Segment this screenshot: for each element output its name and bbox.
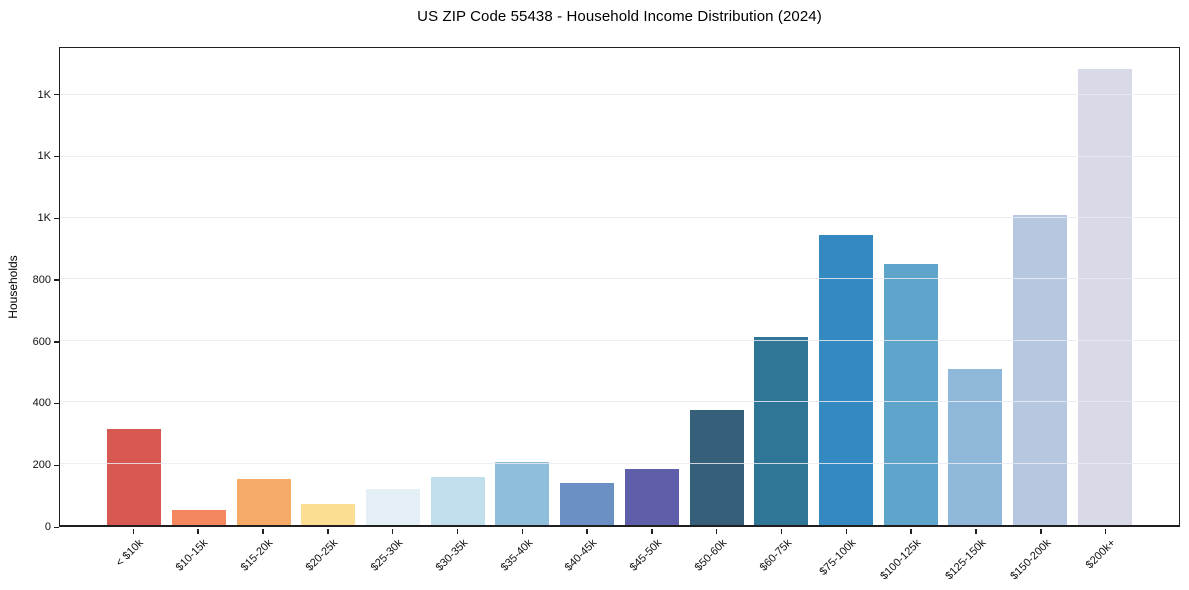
x-tick-label: $150-200k: [1008, 537, 1054, 583]
bar-9: [624, 468, 679, 525]
bar-12: [818, 234, 873, 525]
x-tick-mark: [586, 529, 588, 534]
x-tick-mark: [780, 529, 783, 534]
x-tick-label: $125-150k: [943, 537, 989, 583]
y-tick-label: 0: [44, 521, 51, 533]
x-tick-mark: [1104, 529, 1107, 534]
x-tick-label: $60-75k: [757, 537, 795, 574]
bar-slot: [1072, 48, 1137, 525]
x-tick-label: $15-20k: [238, 537, 276, 574]
y-tick-label: 1K: [37, 88, 51, 101]
bar-13: [883, 263, 938, 525]
bar-slot: [555, 48, 620, 525]
y-tick-mark: [54, 464, 59, 467]
y-tick-label: 200: [32, 459, 51, 472]
y-tick-mark: [54, 402, 59, 405]
bars-container: [60, 48, 1179, 525]
bar-slot: [814, 48, 879, 525]
bar-15: [1012, 214, 1067, 525]
y-tick-label: 1K: [37, 150, 51, 163]
y-tick-mark: [54, 94, 59, 96]
bar-2: [172, 510, 227, 525]
x-tick-label: < $10k: [113, 537, 146, 570]
bar-7: [495, 461, 550, 525]
x-tick-mark: [975, 529, 977, 534]
bar-16: [1077, 68, 1132, 525]
x-tick-label: $100-125k: [878, 537, 924, 583]
y-tick-label: 600: [32, 335, 51, 348]
x-tick-mark: [327, 529, 329, 534]
x-tick-label: $40-45k: [562, 537, 600, 574]
bar-slot: [943, 48, 1008, 525]
x-tick-label: $25-30k: [368, 537, 406, 574]
bar-slot: [878, 48, 943, 525]
bar-slot: [296, 48, 361, 525]
x-tick-mark: [132, 529, 135, 534]
bar-slot: [620, 48, 685, 525]
y-axis-label: Households: [6, 255, 20, 319]
y-tick-label: 800: [32, 273, 51, 286]
bar-slot: [1008, 48, 1073, 525]
x-tick-label: $45-50k: [627, 537, 665, 574]
bar-8: [560, 482, 615, 525]
bar-3: [236, 478, 291, 525]
bar-slot: [425, 48, 490, 525]
bar-slot: [490, 48, 555, 525]
bar-slot: [231, 48, 296, 525]
y-tick-mark: [54, 341, 59, 343]
x-tick-mark: [910, 529, 912, 534]
bar-10: [689, 409, 744, 525]
bar-slot: [749, 48, 814, 525]
bar-6: [430, 477, 485, 525]
x-tick-mark: [521, 529, 524, 534]
x-tick-label: $200k+: [1083, 537, 1119, 572]
x-tick-mark: [262, 529, 264, 534]
x-tick-mark: [651, 529, 653, 534]
x-tick-label: $75-100k: [817, 537, 859, 578]
bar-slot: [361, 48, 426, 525]
y-tick-mark: [54, 217, 59, 219]
y-tick-label: 400: [32, 397, 51, 410]
x-tick-label: $50-60k: [692, 537, 730, 574]
x-tick-mark: [1040, 529, 1042, 534]
x-tick-mark: [197, 529, 199, 534]
bar-slot: [684, 48, 749, 525]
chart-title: US ZIP Code 55438 - Household Income Dis…: [417, 8, 822, 25]
plot-area: [59, 47, 1180, 527]
bar-slot: [102, 48, 167, 525]
y-tick-mark: [54, 279, 59, 281]
bar-slot: [167, 48, 232, 525]
y-tick-mark: [54, 155, 59, 158]
x-tick-mark: [391, 529, 394, 534]
x-tick-mark: [456, 529, 459, 534]
bar-5: [366, 489, 421, 525]
x-tick-label: $35-40k: [498, 537, 535, 574]
x-tick-mark: [845, 529, 848, 534]
y-tick-mark: [54, 526, 59, 528]
x-tick-mark: [715, 529, 718, 534]
x-tick-label: $10-15k: [174, 537, 211, 574]
bar-14: [948, 368, 1003, 525]
x-tick-label: $30-35k: [433, 537, 470, 574]
y-tick-label: 1K: [37, 212, 51, 225]
bar-1: [107, 428, 162, 525]
bar-4: [301, 504, 356, 525]
x-tick-label: $20-25k: [303, 537, 341, 574]
bar-11: [754, 337, 809, 525]
